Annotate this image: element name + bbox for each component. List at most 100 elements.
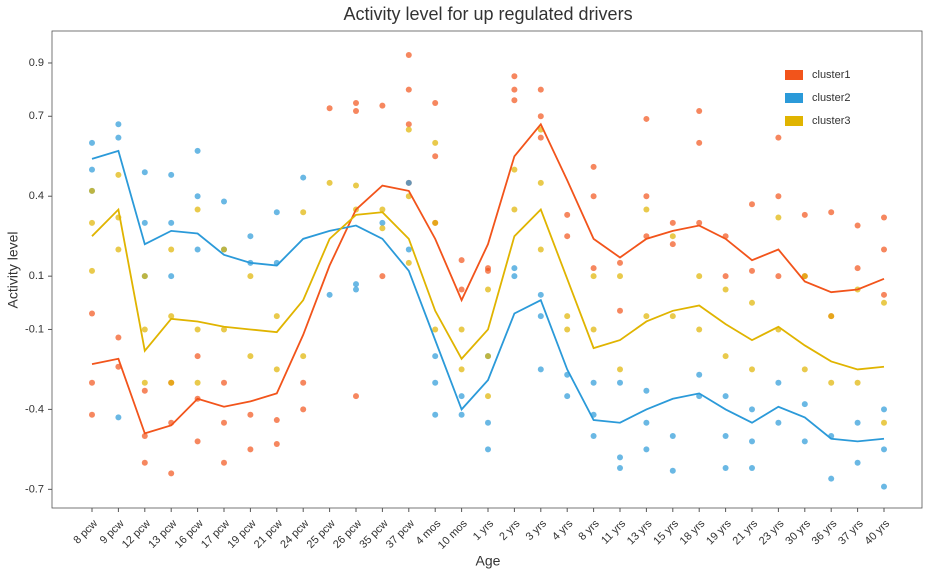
data-point <box>590 379 597 386</box>
data-point <box>141 433 148 440</box>
data-point <box>749 267 755 274</box>
data-point <box>854 265 861 272</box>
data-point <box>537 246 544 253</box>
legend-label: cluster2 <box>812 92 851 104</box>
data-point <box>141 169 148 176</box>
x-tick-label: 19 yrs <box>704 517 734 547</box>
data-point <box>273 366 280 373</box>
data-point <box>141 326 148 333</box>
data-point <box>881 419 887 426</box>
data-point <box>828 379 835 386</box>
data-point <box>537 86 544 93</box>
data-point <box>801 366 808 373</box>
data-point <box>194 206 201 213</box>
data-point <box>775 379 782 386</box>
x-tick-label: 21 yrs <box>730 517 760 547</box>
data-point <box>854 222 861 229</box>
data-point <box>643 206 650 213</box>
x-tick-label: 10 mos <box>436 517 470 551</box>
data-point <box>511 73 518 80</box>
x-tick-label: 37 pcw <box>384 518 417 551</box>
data-point <box>115 171 122 178</box>
data-point <box>749 201 755 208</box>
data-point <box>696 371 703 378</box>
legend-swatch <box>785 93 803 103</box>
data-point <box>537 291 544 298</box>
data-point <box>775 134 782 141</box>
data-point <box>617 307 623 314</box>
data-point <box>564 326 571 333</box>
x-tick-label: 35 pcw <box>357 518 390 551</box>
data-point <box>722 273 729 280</box>
data-point <box>537 113 544 120</box>
data-point <box>590 326 597 333</box>
data-point <box>168 171 175 178</box>
data-point <box>353 99 359 106</box>
smooth-line <box>91 122 885 435</box>
x-tick-label: 30 yrs <box>783 517 813 547</box>
data-point <box>432 411 439 418</box>
data-point <box>749 299 755 306</box>
data-point <box>89 310 95 317</box>
data-point <box>221 198 227 205</box>
data-point <box>405 51 412 58</box>
smooth-line <box>91 149 885 443</box>
data-point <box>881 214 887 221</box>
data-point <box>458 393 465 400</box>
data-point <box>749 366 755 373</box>
data-point <box>590 193 597 200</box>
y-axis-label: Activity level <box>5 231 21 308</box>
data-point <box>537 313 544 320</box>
x-tick-label: 8 pcw <box>71 518 100 547</box>
data-point <box>485 353 491 360</box>
data-point <box>511 265 518 272</box>
data-point <box>247 273 254 280</box>
data-point <box>273 441 280 448</box>
data-point <box>353 182 359 189</box>
data-point <box>617 366 623 373</box>
data-point <box>696 107 703 114</box>
data-point <box>749 465 755 472</box>
data-point <box>669 233 676 240</box>
x-tick-label: 25 pcw <box>305 518 338 551</box>
data-point <box>326 291 333 298</box>
data-point <box>405 126 412 133</box>
data-point <box>669 313 676 320</box>
data-point <box>353 393 359 400</box>
data-point <box>617 273 623 280</box>
data-point <box>590 433 597 440</box>
data-point <box>722 286 729 293</box>
data-point <box>89 166 95 173</box>
data-point <box>115 246 122 253</box>
y-tick-label: 0.9 <box>29 57 44 69</box>
data-point <box>89 411 95 418</box>
data-point <box>221 459 227 466</box>
data-point <box>89 139 95 146</box>
x-tick-label: 18 yrs <box>678 517 708 547</box>
data-point <box>696 326 703 333</box>
data-point <box>511 97 518 104</box>
data-point <box>247 411 254 418</box>
data-point <box>168 219 175 226</box>
data-point <box>300 174 307 181</box>
data-point <box>194 193 201 200</box>
data-point <box>854 419 861 426</box>
data-point <box>300 209 307 216</box>
data-point <box>221 419 227 426</box>
data-point <box>537 179 544 186</box>
x-tick-label: 13 pcw <box>146 518 179 551</box>
data-point <box>749 406 755 413</box>
data-point <box>485 446 491 453</box>
data-point <box>141 273 148 280</box>
data-point <box>168 273 175 280</box>
x-tick-label: 1 yrs <box>471 517 497 543</box>
data-point <box>669 467 676 474</box>
data-point <box>353 286 359 293</box>
data-point <box>168 246 175 253</box>
data-point <box>141 387 148 394</box>
data-point <box>221 379 227 386</box>
legend-label: cluster1 <box>812 69 851 81</box>
x-tick-label: 19 pcw <box>225 518 258 551</box>
data-point <box>511 206 518 213</box>
